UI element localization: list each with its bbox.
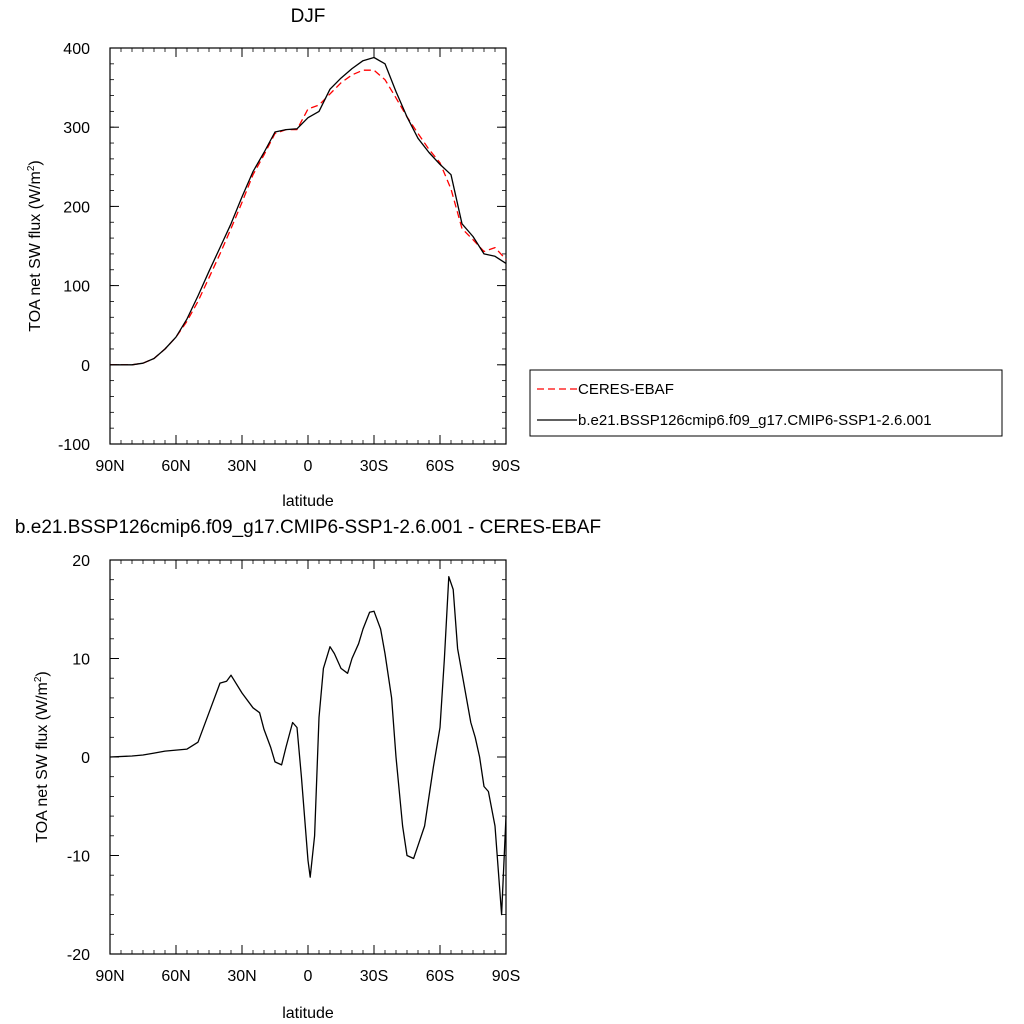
bottom-x-tick-label: 90S [492,968,520,985]
bottom-y-axis-label: TOA net SW flux (W/m2) [33,671,51,843]
bottom-x-tick-label: 90N [95,968,124,985]
top-y-tick-label: -100 [58,437,90,454]
bottom-series-line-difference [109,576,507,916]
top-x-tick-label: 60N [161,458,190,475]
top-tick-group: 90N 60N 30N 0 30S 60S 90S -100 0 100 200 300 400 [58,41,520,475]
top-x-tick-label: 60S [426,458,454,475]
top-plot-frame [109,47,507,445]
bottom-tick-group: 90N 60N 30N 0 30S 60S 90S -20 -10 0 10 20 [67,553,520,985]
top-y-tick-label: 100 [63,279,90,296]
top-y-tick-label: 400 [63,41,90,58]
bottom-y-tick-label: 0 [81,750,90,767]
bottom-x-tick-label: 60N [161,968,190,985]
legend: CERES-EBAF b.e21.BSSP126cmip6.f09_g17.CM… [529,369,1003,437]
top-x-tick-label: 30N [227,458,256,475]
top-y-tick-label: 0 [81,358,90,375]
top-x-tick-label: 0 [304,458,313,475]
top-panel-djf: DJF 90N 60N 30N 0 30S 60S 90S -100 0 100 200 300 400… [26,6,520,510]
bottom-series-group [109,576,507,916]
top-x-axis-label: latitude [282,493,334,510]
bottom-panel-difference: b.e21.BSSP126cmip6.f09_g17.CMIP6-SSP1-2.… [15,517,601,1022]
bottom-y-tick-label: 10 [72,652,90,669]
top-y-tick-label: 300 [63,120,90,137]
bottom-x-tick-label: 0 [304,968,313,985]
legend-label-ceres-ebaf: CERES-EBAF [578,381,674,398]
bottom-x-tick-label: 30S [360,968,388,985]
top-x-tick-label: 90S [492,458,520,475]
top-series-line-b-e21-bssp126cmip6-f09-g17-cmip6-ssp1-2-6-001 [110,56,507,366]
bottom-chart-title: b.e21.BSSP126cmip6.f09_g17.CMIP6-SSP1-2.… [15,517,601,538]
top-series-group [110,56,507,366]
top-x-tick-label: 30S [360,458,388,475]
bottom-x-axis-label: latitude [282,1005,334,1022]
top-y-tick-label: 200 [63,199,90,216]
bottom-y-tick-label: 20 [72,553,90,570]
bottom-x-tick-label: 60S [426,968,454,985]
bottom-x-tick-label: 30N [227,968,256,985]
top-chart-title: DJF [291,6,326,27]
top-series-line-ceres-ebaf [110,69,507,366]
bottom-y-tick-label: -20 [67,947,90,964]
legend-label-model: b.e21.BSSP126cmip6.f09_g17.CMIP6-SSP1-2.… [578,412,932,429]
top-y-axis-label: TOA net SW flux (W/m2) [26,160,44,332]
bottom-y-tick-label: -10 [67,849,90,866]
legend-box [529,369,1003,437]
top-x-tick-label: 90N [95,458,124,475]
